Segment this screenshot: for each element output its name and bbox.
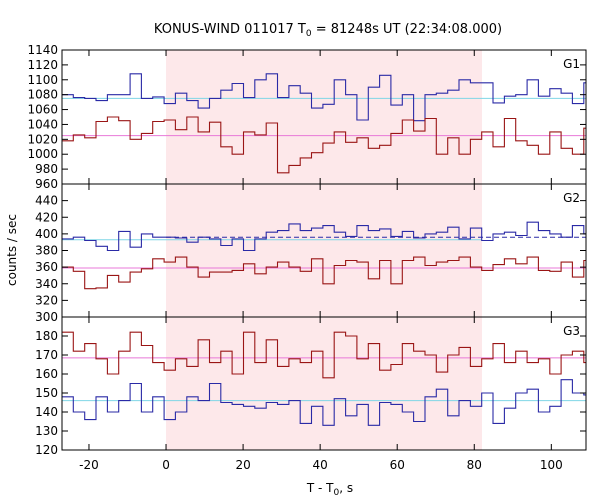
x-tick-label: 20 bbox=[235, 458, 250, 472]
y-tick-label-g3: 120 bbox=[35, 443, 58, 457]
x-tick-labels: -20 0 20 40 60 80 100 bbox=[79, 458, 563, 472]
y-tick-label-g2: 340 bbox=[35, 277, 58, 291]
series-red-g1 bbox=[62, 116, 586, 174]
y-tick-label-g1: 1060 bbox=[27, 103, 58, 117]
chart-title: KONUS-WIND 011017 T0 = 81248s UT (22:34:… bbox=[154, 22, 502, 39]
y-tick-label-g3: 140 bbox=[35, 405, 58, 419]
series-red-g2 bbox=[62, 256, 586, 290]
x-tick-label: 0 bbox=[162, 458, 170, 472]
y-tick-label-g1: 980 bbox=[35, 162, 58, 176]
x-tick-label: 60 bbox=[390, 458, 405, 472]
y-tick-label-g2: 380 bbox=[35, 244, 58, 258]
x-tick-label: 40 bbox=[313, 458, 328, 472]
y-axis-label: counts / sec bbox=[5, 214, 19, 286]
y-tick-label-g2: 320 bbox=[35, 293, 58, 307]
y-tick-label-g1: 1040 bbox=[27, 117, 58, 131]
xlabel-subscript: 0 bbox=[334, 488, 340, 498]
y-tick-label-g2: 440 bbox=[35, 194, 58, 208]
panel-g2 bbox=[62, 221, 586, 290]
series-blue-g3 bbox=[62, 379, 586, 426]
y-tick-label-g1: 1120 bbox=[27, 58, 58, 72]
y-tick-label-g3: 150 bbox=[35, 386, 58, 400]
panel-frame-g3 bbox=[61, 316, 587, 451]
series-blue-g2 bbox=[62, 221, 586, 252]
panel-g1 bbox=[62, 73, 586, 174]
y-tick-label-g2: 300 bbox=[35, 310, 58, 324]
title-subscript: 0 bbox=[306, 29, 312, 39]
y-tick-label-g2: 360 bbox=[35, 260, 58, 274]
y-tick-label-g1: 1000 bbox=[27, 147, 58, 161]
panel-label-g3: G3 bbox=[563, 324, 580, 338]
series-blue-g1 bbox=[62, 73, 586, 122]
y-tick-label-g1: 960 bbox=[35, 177, 58, 191]
y-tick-label-g1: 1100 bbox=[27, 73, 58, 87]
x-tick-label: 80 bbox=[467, 458, 482, 472]
y-tick-label-g2: 420 bbox=[35, 210, 58, 224]
y-tick-label-g3: 170 bbox=[35, 348, 58, 362]
y-tick-label-g3: 160 bbox=[35, 367, 58, 381]
y-tick-label-g1: 1140 bbox=[27, 43, 58, 57]
series-red-g3 bbox=[62, 331, 586, 379]
x-axis-label: T - T0, s bbox=[306, 481, 353, 498]
panel-label-g2: G2 bbox=[563, 191, 580, 205]
y-tick-label-g3: 130 bbox=[35, 424, 58, 438]
shaded-interval bbox=[166, 50, 482, 450]
x-tick-label: -20 bbox=[79, 458, 99, 472]
y-tick-label-g1: 1080 bbox=[27, 88, 58, 102]
panel-g3 bbox=[62, 331, 586, 426]
y-tick-label-g3: 180 bbox=[35, 329, 58, 343]
y-tick-label-g1: 1020 bbox=[27, 132, 58, 146]
panel-label-g1: G1 bbox=[563, 57, 580, 71]
x-tick-label: 100 bbox=[540, 458, 563, 472]
y-tick-label-g2: 400 bbox=[35, 227, 58, 241]
